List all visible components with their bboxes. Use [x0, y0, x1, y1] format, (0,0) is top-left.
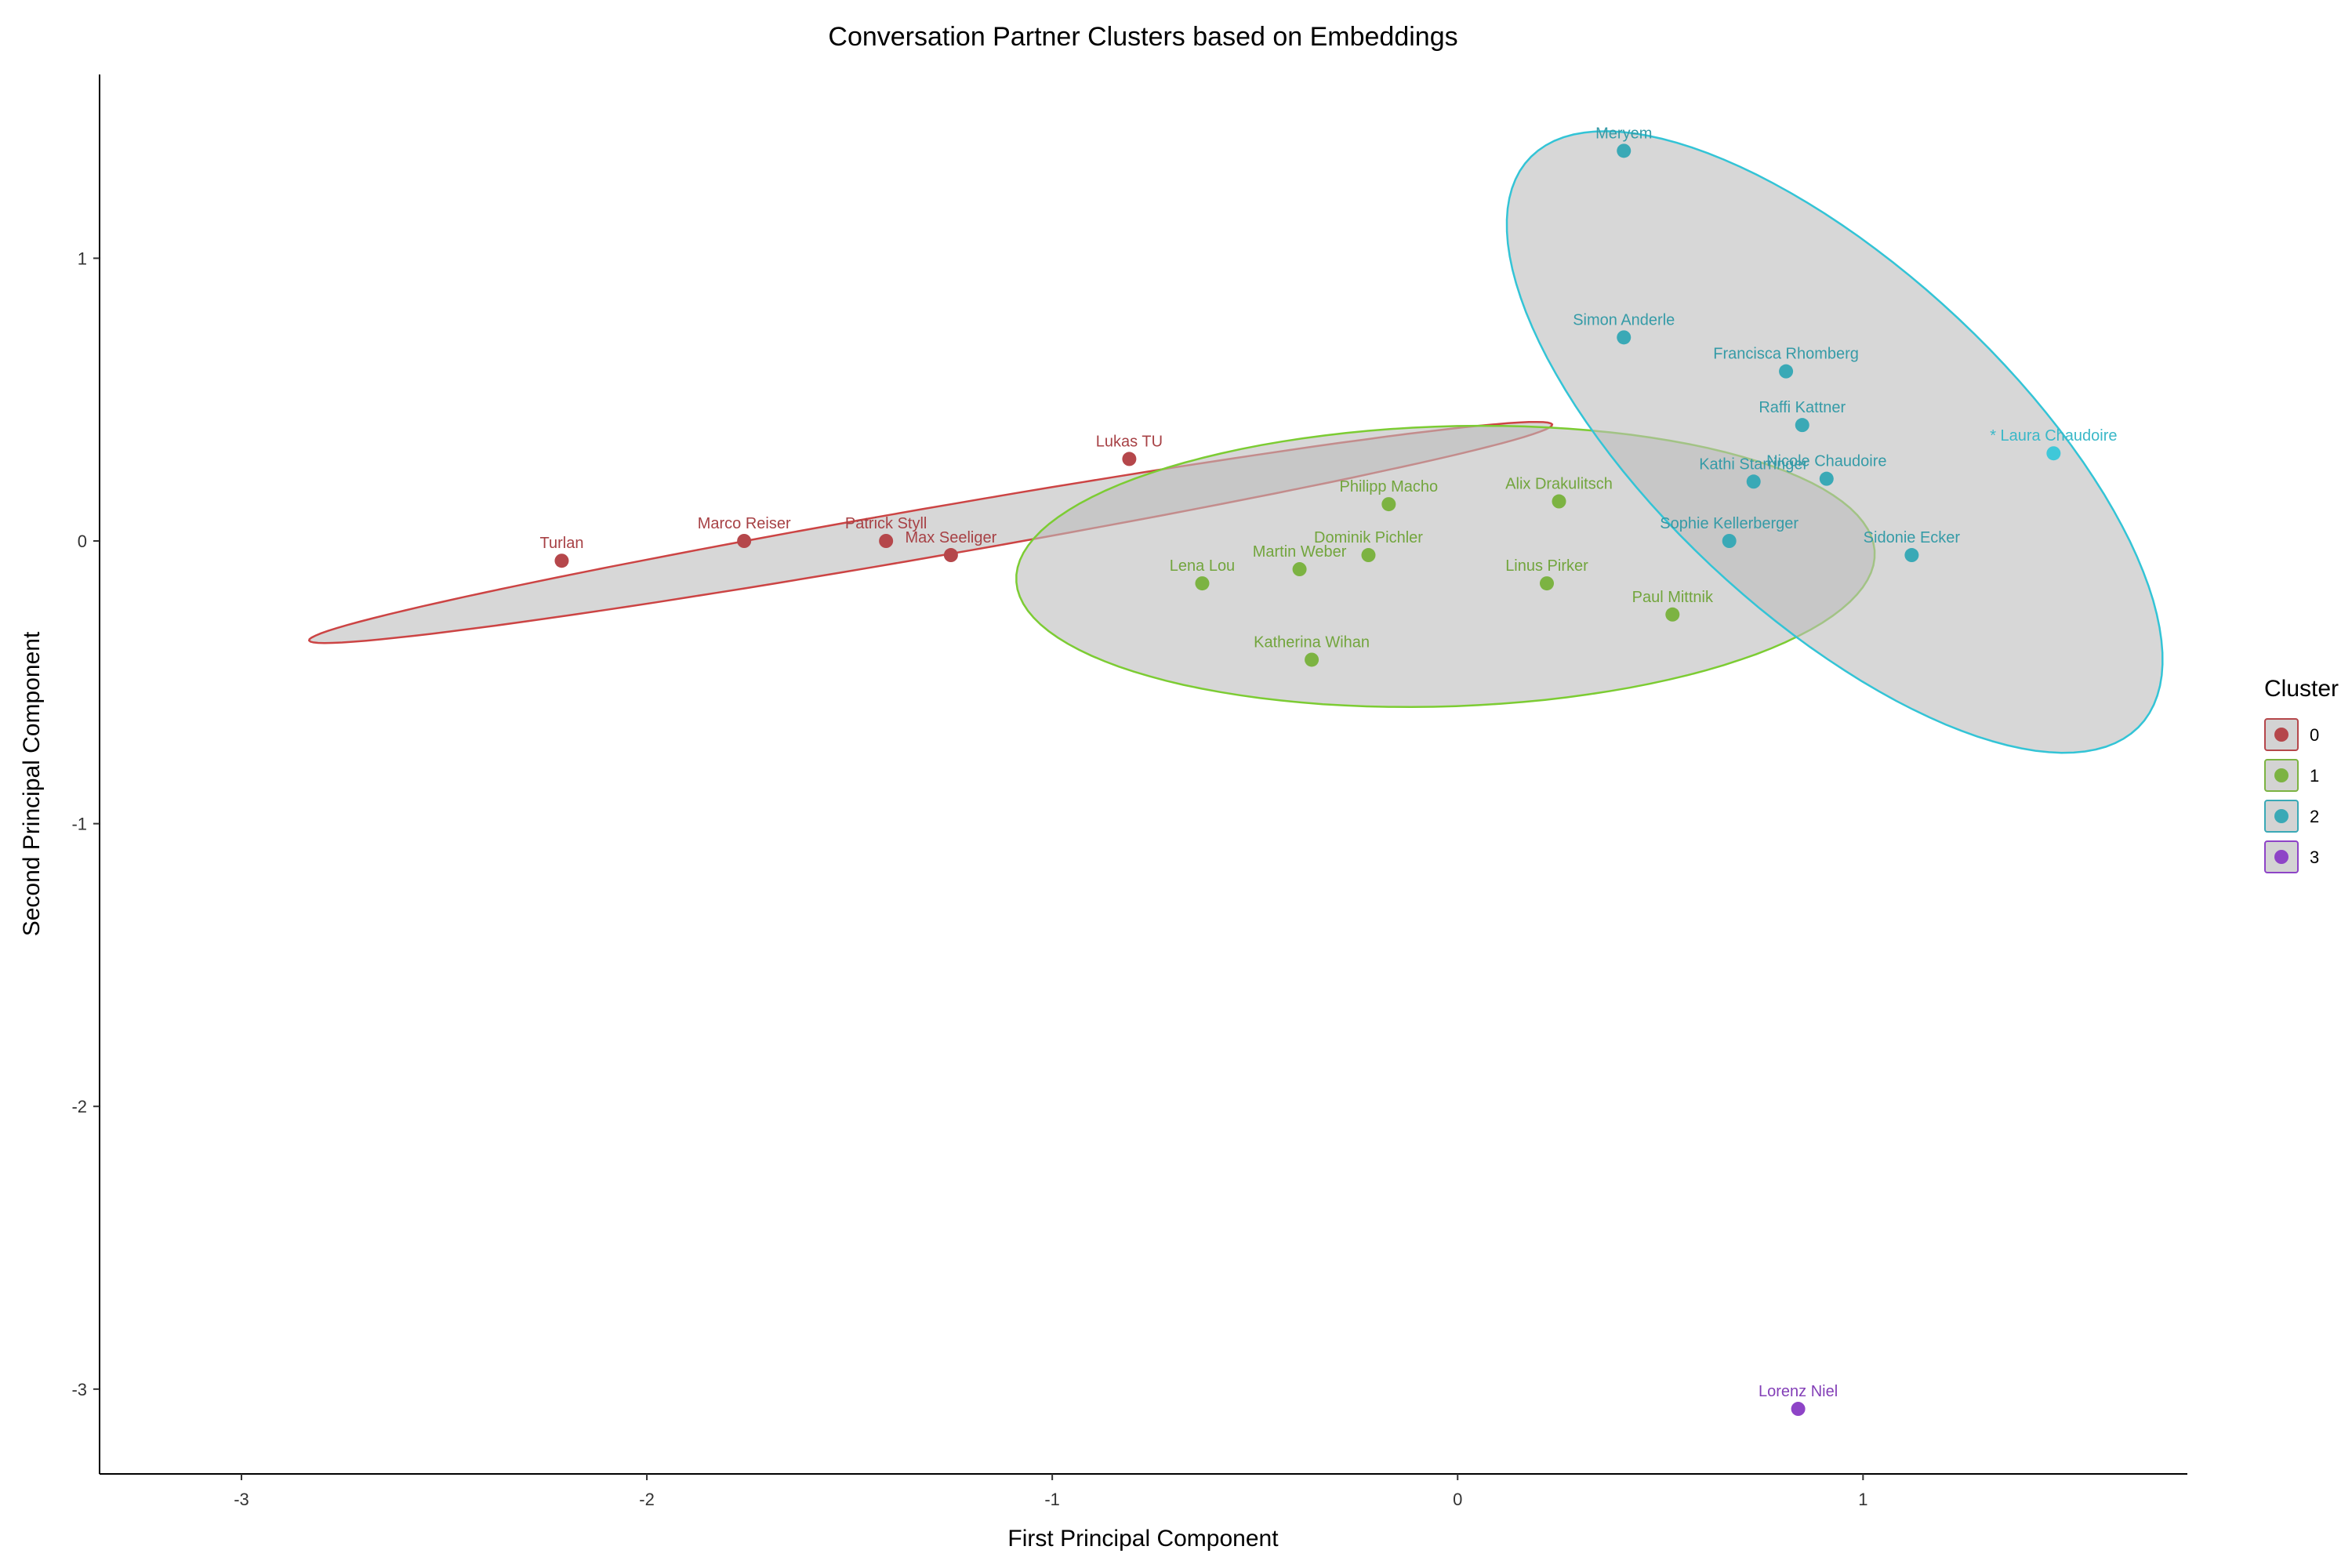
data-point-cluster-0 [879, 534, 894, 548]
point-label: Nicole Chaudoire [1766, 453, 1886, 470]
x-tick-label: 0 [1453, 1490, 1462, 1509]
point-label: Francisca Rhomberg [1713, 346, 1859, 363]
chart-title: Conversation Partner Clusters based on E… [828, 22, 1457, 52]
point-label: Simon Anderle [1573, 311, 1675, 328]
data-point-cluster-1 [1305, 652, 1319, 667]
point-label: Dominik Pichler [1314, 529, 1423, 546]
legend-marker-1 [2274, 768, 2288, 782]
legend-label-3: 3 [2310, 848, 2319, 867]
x-tick-label: -2 [639, 1490, 655, 1509]
y-tick-label: -2 [71, 1097, 87, 1116]
cluster-ellipses [307, 130, 2164, 754]
point-label: Turlan [540, 535, 584, 552]
y-tick-label: -3 [71, 1380, 87, 1399]
data-point-cluster-1 [1552, 494, 1566, 509]
y-tick-label: 0 [78, 532, 87, 551]
x-tick-label: -1 [1044, 1490, 1060, 1509]
point-label: Raffi Kattner [1759, 399, 1846, 416]
x-axis-label: First Principal Component [1007, 1526, 1279, 1552]
point-label: Paul Mittnik [1632, 589, 1714, 606]
point-label: Meryem [1595, 125, 1652, 142]
legend-marker-0 [2274, 728, 2288, 742]
y-tick-label: -1 [71, 815, 87, 834]
point-label: Patrick Styll [845, 515, 927, 532]
legend-title: Cluster [2264, 676, 2339, 702]
point-label: Lorenz Niel [1759, 1383, 1838, 1400]
x-tick-label: 1 [1858, 1490, 1867, 1509]
data-point-cluster-1 [1381, 497, 1396, 512]
data-point-cluster-2 [1746, 474, 1761, 489]
data-point-cluster-0 [737, 534, 752, 548]
axis-ticks: -3 -2 -1 0 1 -3 -2 -1 0 1 [71, 249, 1867, 1509]
data-point-cluster-2 [1617, 143, 1632, 158]
y-tick-label: 1 [78, 249, 87, 268]
legend-label-0: 0 [2310, 725, 2319, 745]
legend-marker-3 [2274, 850, 2288, 864]
data-point-cluster-1 [1665, 607, 1680, 622]
point-label: Martin Weber [1253, 543, 1347, 561]
point-label: Philipp Macho [1340, 478, 1439, 495]
data-point-cluster-2 [1904, 548, 1919, 563]
legend: Cluster 0 1 2 3 [2264, 676, 2339, 873]
point-label: Lena Lou [1170, 557, 1235, 575]
data-point-cluster-0 [554, 554, 569, 568]
point-label: Sidonie Ecker [1864, 529, 1961, 546]
data-point-cluster-2 [1819, 471, 1834, 486]
point-label: Marco Reiser [698, 515, 791, 532]
data-point-cluster-2 [2046, 446, 2061, 461]
point-label: Max Seeliger [906, 529, 997, 546]
data-point-cluster-2 [1795, 418, 1809, 433]
data-point-cluster-0 [943, 548, 958, 563]
point-label: Linus Pirker [1505, 557, 1588, 575]
data-point-cluster-1 [1540, 576, 1555, 591]
point-label: * Laura Chaudoire [1990, 427, 2117, 445]
legend-label-1: 1 [2310, 766, 2319, 786]
data-point-cluster-2 [1722, 534, 1737, 548]
point-label: Kathi Starringer [1699, 456, 1808, 473]
cluster-2-ellipse [1505, 130, 2164, 754]
data-points [554, 143, 2061, 1417]
point-label: Katherina Wihan [1254, 633, 1370, 651]
data-point-cluster-3 [1791, 1402, 1806, 1417]
axes [99, 74, 2187, 1475]
data-point-cluster-1 [1195, 576, 1210, 591]
data-point-cluster-1 [1292, 562, 1307, 577]
data-point-cluster-1 [1361, 548, 1376, 563]
point-label: Alix Drakulitsch [1505, 476, 1613, 493]
x-tick-label: -3 [234, 1490, 249, 1509]
point-label: Sophie Kellerberger [1660, 515, 1798, 532]
legend-label-2: 2 [2310, 807, 2319, 826]
legend-marker-2 [2274, 809, 2288, 823]
data-point-cluster-2 [1779, 364, 1794, 379]
data-point-cluster-2 [1617, 330, 1632, 345]
data-point-cluster-0 [1122, 452, 1137, 466]
y-axis-label: Second Principal Component [19, 631, 45, 936]
point-label: Lukas TU [1096, 433, 1163, 450]
